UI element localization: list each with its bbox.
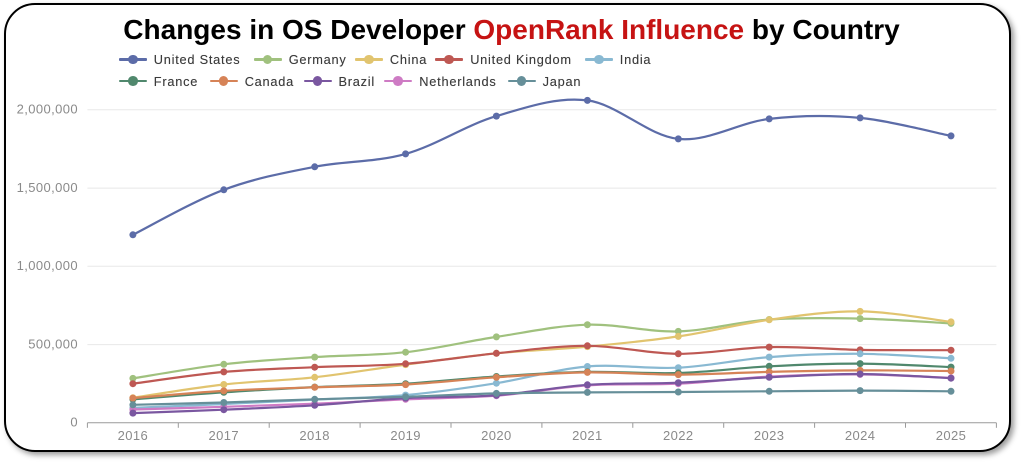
svg-text:2025: 2025 bbox=[936, 428, 967, 443]
svg-text:2018: 2018 bbox=[299, 428, 330, 443]
svg-text:2017: 2017 bbox=[209, 428, 240, 443]
svg-text:2023: 2023 bbox=[754, 428, 785, 443]
svg-text:2024: 2024 bbox=[845, 428, 876, 443]
svg-text:2016: 2016 bbox=[118, 428, 149, 443]
svg-text:2020: 2020 bbox=[481, 428, 512, 443]
svg-text:2021: 2021 bbox=[572, 428, 603, 443]
svg-text:2022: 2022 bbox=[663, 428, 694, 443]
svg-text:1,000,000: 1,000,000 bbox=[17, 258, 78, 273]
svg-text:500,000: 500,000 bbox=[28, 337, 78, 352]
svg-text:1,500,000: 1,500,000 bbox=[17, 180, 78, 195]
svg-text:0: 0 bbox=[70, 415, 78, 430]
svg-text:2,000,000: 2,000,000 bbox=[17, 102, 78, 117]
svg-text:2019: 2019 bbox=[390, 428, 421, 443]
